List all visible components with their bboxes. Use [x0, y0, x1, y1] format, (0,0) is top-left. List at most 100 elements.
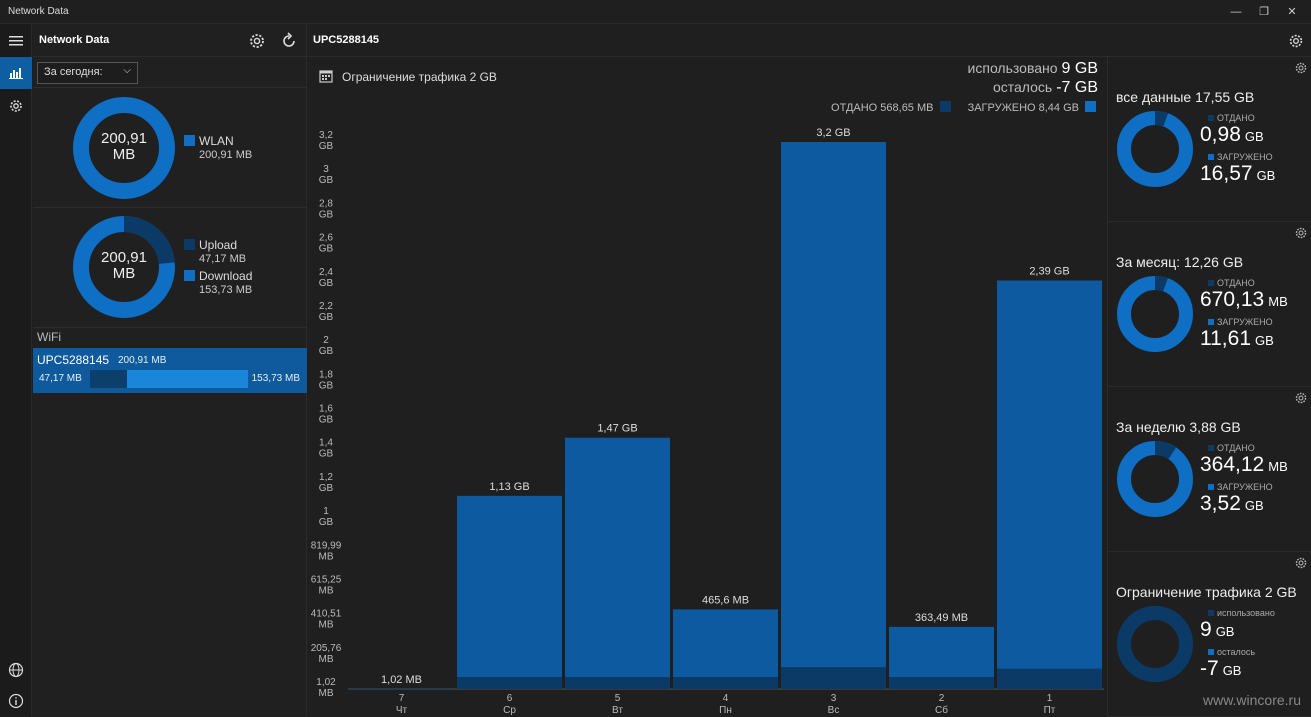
hamburger-menu-icon[interactable] [0, 25, 32, 57]
summary-card: За неделю 3,88 GB ОТДАНО 364,12 MB ЗАГРУЖЕНО… [1108, 387, 1311, 552]
bar-download [565, 437, 670, 689]
card-label-1: ОТДАНО [1208, 443, 1255, 453]
wifi-network-name: UPC5288145 [37, 353, 110, 367]
y-tick-unit: GB [319, 449, 334, 460]
bar-upload [781, 667, 886, 689]
wlan-legend-label: WLAN [199, 134, 234, 148]
watermark: www.wincore.ru [1202, 692, 1301, 708]
updown-total-value: 200,91 [101, 249, 147, 266]
bar-upload [673, 677, 778, 689]
maximize-button[interactable]: ❐ [1259, 6, 1269, 18]
updown-donut-label: 200,91 MB [94, 250, 154, 282]
divider [33, 327, 307, 328]
summary-card: все данные 17,55 GB ОТДАНО 0,98 GB ЗАГРУЖЕНО… [1108, 57, 1311, 222]
y-tick-label: 2,8 [319, 198, 333, 209]
wlan-donut-ring [73, 97, 175, 199]
card-title: Ограничение трафика 2 GB [1116, 584, 1297, 600]
y-tick-label: 1 [323, 506, 329, 517]
card-label-2: осталось [1208, 647, 1255, 657]
remaining-value: -7 GB [1056, 79, 1098, 96]
network-name: UPC5288145 [313, 34, 380, 46]
card-title: все данные 17,55 GB [1116, 89, 1255, 105]
received-legend-label: ЗАГРУЖЕНО 8,44 GB [967, 102, 1079, 114]
bar-data-label: 1,13 GB [489, 481, 529, 493]
close-button[interactable]: ✕ [1287, 6, 1297, 18]
y-tick-unit: MB [319, 585, 334, 596]
daily-traffic-chart: 1,02MB205,76MB410,51MB615,25MB819,99MB1G… [311, 127, 1104, 716]
settings-nav-icon[interactable] [0, 90, 32, 122]
wlan-total-value: 200,91 [101, 130, 147, 147]
period-dropdown[interactable]: За сегодня: ⌵ [37, 62, 138, 84]
wlan-total-unit: MB [112, 146, 136, 163]
card-donut-arc [1117, 606, 1193, 682]
y-tick-label: 205,76 [311, 643, 342, 654]
x-tick-day-number: 6 [507, 693, 513, 704]
y-tick-unit: MB [319, 620, 334, 631]
y-tick-unit: GB [319, 175, 334, 186]
window-title: Network Data [8, 6, 69, 17]
wifi-download-value: 153,73 MB [251, 373, 300, 384]
used-summary: использовано 9 GB [968, 60, 1098, 78]
bar-download [457, 495, 562, 689]
wlan-card: 200,91 MB WLAN 200,91 MB [33, 87, 307, 207]
upload-arc [73, 216, 175, 318]
y-tick-label: 2,4 [319, 267, 333, 278]
card-settings-icon[interactable] [1294, 61, 1308, 75]
card-settings-icon[interactable] [1294, 556, 1308, 570]
card-value-2: 3,52 GB [1200, 492, 1264, 515]
card-settings-icon[interactable] [1294, 226, 1308, 240]
y-tick-label: 2 [323, 335, 329, 346]
y-tick-label: 819,99 [311, 540, 342, 551]
bar-data-label: 1,47 GB [597, 423, 637, 435]
wifi-usage-bar [90, 370, 248, 388]
bar-data-label: 2,39 GB [1029, 265, 1069, 277]
y-tick-unit: MB [319, 551, 334, 562]
title-bar: Network Data — ❐ ✕ [0, 0, 1311, 24]
sent-swatch [939, 101, 951, 112]
card-value-2: -7 GB [1200, 657, 1242, 680]
card-donut [1117, 606, 1193, 682]
x-tick-day-name: Пн [719, 705, 732, 716]
bar-download [997, 280, 1102, 689]
card-label-2: ЗАГРУЖЕНО [1208, 152, 1273, 162]
y-tick-unit: GB [319, 483, 334, 494]
received-swatch [1085, 101, 1096, 112]
bar-data-label: 3,2 GB [816, 127, 850, 139]
info-icon[interactable] [0, 685, 32, 717]
x-tick-day-name: Сб [935, 704, 948, 716]
refresh-icon[interactable] [279, 31, 299, 51]
minimize-button[interactable]: — [1230, 6, 1242, 18]
card-value-1: 364,12 MB [1200, 453, 1288, 476]
wlan-donut [73, 97, 175, 199]
wifi-network-total: 200,91 MB [118, 355, 167, 366]
settings-icon[interactable] [1287, 32, 1305, 50]
wifi-upload-fill [90, 370, 128, 388]
bar-upload [457, 677, 562, 689]
x-tick-day-number: 7 [399, 693, 405, 704]
card-settings-icon[interactable] [1294, 391, 1308, 405]
globe-icon[interactable] [0, 654, 32, 686]
y-tick-unit: GB [319, 209, 334, 220]
chart-nav-icon[interactable] [0, 57, 32, 89]
y-tick-label: 3,2 [319, 130, 333, 141]
card-donut-ring [1117, 441, 1193, 517]
bar-download [349, 688, 454, 690]
card-donut-arc [1117, 441, 1193, 517]
card-value-1: 9 GB [1200, 618, 1235, 641]
card-value-2: 11,61 GB [1200, 327, 1274, 350]
chevron-down-icon: ⌵ [123, 65, 131, 76]
x-tick-day-name: Пт [1044, 705, 1056, 716]
wifi-upload-value: 47,17 MB [39, 373, 82, 384]
wlan-donut-label: 200,91 MB [94, 131, 154, 163]
y-tick-unit: GB [319, 346, 334, 357]
settings-icon[interactable] [247, 31, 267, 51]
summary-card: Ограничение трафика 2 GB использовано 9 GB о… [1108, 552, 1311, 717]
upload-legend: Upload [184, 238, 237, 252]
y-tick-label: 615,25 [311, 574, 342, 585]
bar-upload [565, 677, 670, 689]
traffic-limit-title: Ограничение трафика 2 GB [342, 70, 497, 84]
wifi-network-item[interactable]: UPC5288145 200,91 MB 47,17 MB 153,73 MB [33, 348, 307, 393]
x-tick-day-number: 5 [615, 693, 621, 704]
card-donut-ring [1117, 111, 1193, 187]
y-tick-unit: GB [319, 517, 334, 528]
